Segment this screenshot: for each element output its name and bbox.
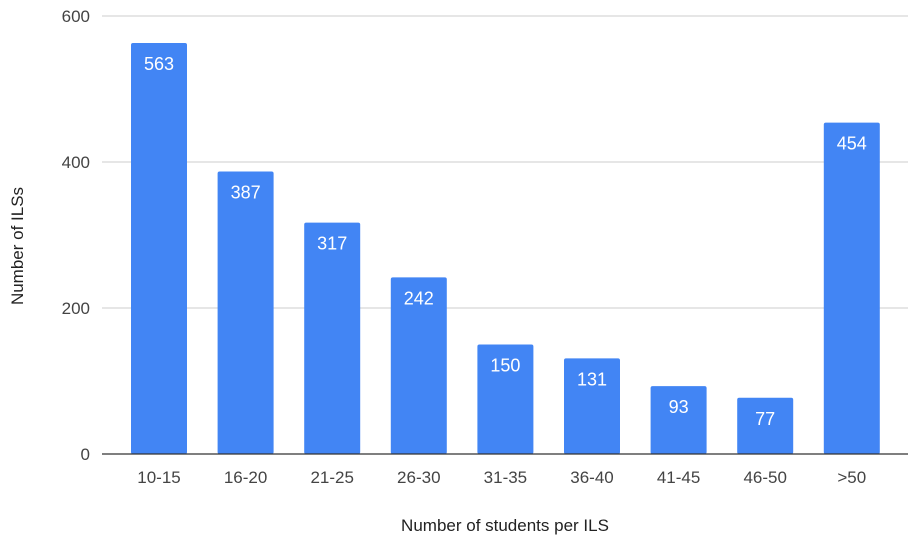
x-tick-label-36-40: 36-40	[570, 468, 613, 487]
y-axis-title: Number of ILSs	[8, 187, 27, 305]
bar-value-label-41-45: 93	[669, 397, 689, 417]
y-tick-label-200: 200	[62, 299, 90, 318]
bar-value-label-21-25: 317	[317, 234, 347, 254]
x-tick-label-26-30: 26-30	[397, 468, 440, 487]
bar-value-label-10-15: 563	[144, 54, 174, 74]
bar-value-label-50: 454	[837, 134, 867, 154]
x-tick-label-50: >50	[837, 468, 866, 487]
x-tick-label-10-15: 10-15	[137, 468, 180, 487]
bar-value-label-36-40: 131	[577, 369, 607, 389]
bar-value-label-16-20: 387	[231, 182, 261, 202]
bar-value-labels: 563 387 317 242 150 131 93 77 454	[144, 54, 867, 429]
x-tick-label-31-35: 31-35	[484, 468, 527, 487]
y-tick-label-400: 400	[62, 153, 90, 172]
y-axis-ticks: 0 200 400 600	[62, 7, 90, 464]
x-tick-label-21-25: 21-25	[310, 468, 353, 487]
bar-16-20	[217, 171, 274, 455]
x-tick-label-46-50: 46-50	[743, 468, 786, 487]
x-tick-label-41-45: 41-45	[657, 468, 700, 487]
bar-value-label-26-30: 242	[404, 288, 434, 308]
x-axis-title: Number of students per ILS	[401, 516, 609, 535]
y-tick-label-0: 0	[81, 445, 90, 464]
bar-50	[823, 122, 880, 454]
bars	[131, 43, 880, 455]
bar-value-label-31-35: 150	[490, 356, 520, 376]
bar-21-25	[304, 222, 361, 454]
bar-41-45	[650, 386, 707, 454]
bar-26-30	[390, 277, 447, 454]
x-tick-label-16-20: 16-20	[224, 468, 267, 487]
y-tick-label-600: 600	[62, 7, 90, 26]
bar-36-40	[564, 358, 620, 454]
bar-46-50	[737, 397, 794, 454]
bar-31-35	[477, 344, 534, 454]
x-axis-ticks: 10-15 16-20 21-25 26-30 31-35 36-40 41-45 46-50…	[137, 468, 866, 487]
bar-10-15	[131, 43, 187, 454]
bar-value-label-46-50: 77	[755, 409, 775, 429]
